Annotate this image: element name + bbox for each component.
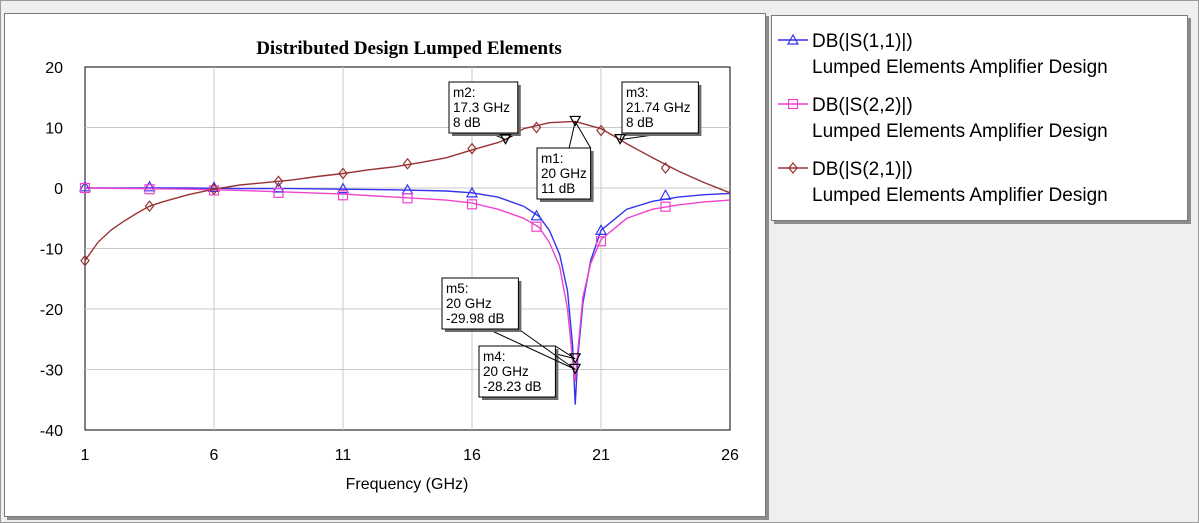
series-2-point	[531, 221, 542, 232]
marker-m5: m5:20 GHz-29.98 dB	[441, 277, 582, 375]
series-3-point	[660, 162, 671, 174]
legend-svg: DB(|S(1,1)|) Lumped Elements Amplifier De…	[778, 31, 1108, 206]
legend-entry-2: DB(|S(2,2)|) Lumped Elements Amplifier De…	[778, 95, 1108, 142]
series-1-point	[465, 186, 479, 198]
y-tick-label: 0	[54, 181, 63, 198]
marker-leader	[518, 328, 576, 370]
series-3-point	[531, 121, 542, 134]
series-1-point	[594, 224, 608, 235]
marker-label: 20 GHz	[541, 166, 587, 181]
marker-box	[441, 277, 519, 330]
series-3-point	[467, 142, 477, 155]
marker-point-icon	[569, 115, 582, 127]
series-2-point	[402, 193, 413, 204]
marker-label: -28.23 dB	[483, 379, 542, 394]
y-tick-label: -20	[40, 302, 63, 319]
x-tick-label: 1	[81, 447, 90, 464]
marker-label: m1:	[541, 151, 564, 166]
x-tick-label: 6	[210, 447, 219, 464]
series-3-point	[402, 157, 413, 170]
legend-panel: DB(|S(1,1)|) Lumped Elements Amplifier De…	[771, 15, 1188, 221]
series-1-point	[336, 182, 350, 194]
series-2-point	[273, 187, 284, 198]
series-3-point	[596, 124, 606, 137]
y-tick-label: -40	[40, 423, 63, 440]
series-3-point	[144, 200, 155, 213]
marker-point-icon	[614, 133, 627, 145]
series-2-point	[144, 184, 155, 195]
x-tick-label: 21	[592, 447, 610, 464]
data-markers	[78, 121, 672, 267]
series-3-point	[209, 183, 219, 196]
grid	[85, 67, 730, 430]
chart-svg: Distributed Design Lumped Elements 1 6 11 1…	[40, 38, 739, 493]
series-1-point	[143, 180, 156, 192]
marker-point-icon	[499, 133, 512, 145]
x-tick-label: 16	[463, 447, 481, 464]
marker-leader	[574, 121, 592, 149]
legend-series-name: DB(|S(1,1)|)	[812, 31, 913, 52]
marker-label: 17.3 GHz	[453, 100, 510, 115]
x-tick-label: 11	[335, 447, 352, 464]
marker-label: 20 GHz	[446, 296, 492, 311]
marker-label: 8 dB	[453, 115, 481, 130]
series-1-point	[659, 189, 672, 200]
series-2-point	[595, 236, 607, 247]
marker-label: m2:	[453, 85, 476, 100]
legend-series-source: Lumped Elements Amplifier Design	[812, 57, 1108, 78]
marker-label: 21.74 GHz	[626, 100, 691, 115]
legend-entry-3: DB(|S(2,1)|) Lumped Elements Amplifier De…	[778, 159, 1108, 206]
y-tick-label: 10	[45, 121, 63, 138]
marker-label: 20 GHz	[483, 364, 529, 379]
chart-title: Distributed Design Lumped Elements	[256, 38, 562, 59]
y-tick-label: 20	[45, 60, 63, 77]
series-2-point	[337, 190, 349, 201]
marker-leader	[487, 328, 576, 370]
marker-box	[621, 81, 699, 134]
legend-entry-1: DB(|S(1,1)|) Lumped Elements Amplifier De…	[778, 31, 1108, 78]
legend-series-name: DB(|S(2,1)|)	[812, 159, 913, 180]
marker-point-icon	[569, 363, 582, 375]
chart-panel: Distributed Design Lumped Elements 1 6 11 1…	[4, 13, 766, 517]
series-2-point	[466, 199, 478, 210]
marker-label: 11 dB	[541, 181, 575, 196]
series-2-point	[660, 201, 671, 212]
marker-label: -29.98 dB	[446, 311, 505, 326]
legend-series-source: Lumped Elements Amplifier Design	[812, 185, 1108, 206]
marker-box	[536, 147, 592, 200]
series-3-point	[80, 254, 90, 267]
series-2-point	[79, 182, 91, 194]
x-tick-label: 26	[721, 447, 739, 464]
legend-series-name: DB(|S(2,2)|)	[812, 95, 913, 116]
series-3-point	[273, 175, 284, 188]
series-1-point	[530, 209, 543, 221]
y-tick-label: -30	[40, 363, 63, 380]
series-3-point	[338, 167, 348, 180]
legend-swatch-marker	[788, 162, 798, 174]
series-line-1	[85, 187, 731, 405]
x-axis-label: Frequency (GHz)	[346, 476, 469, 493]
marker-label: m5:	[446, 281, 469, 296]
marker-point-icon	[569, 353, 582, 365]
marker-box	[448, 81, 519, 134]
marker-label: 8 dB	[626, 115, 654, 130]
y-tick-label: -10	[40, 242, 63, 259]
series-1-point	[272, 181, 285, 193]
series-1-point	[78, 180, 92, 192]
series-line-2	[84, 187, 731, 382]
marker-m4: m4:20 GHz-28.23 dB	[478, 345, 582, 400]
marker-label: m3:	[626, 85, 649, 100]
marker-label: m4:	[483, 349, 506, 364]
legend-series-source: Lumped Elements Amplifier Design	[812, 121, 1108, 142]
marker-leader	[568, 121, 576, 149]
legend-swatch-marker	[787, 98, 799, 110]
legend-swatch-marker	[786, 33, 800, 45]
